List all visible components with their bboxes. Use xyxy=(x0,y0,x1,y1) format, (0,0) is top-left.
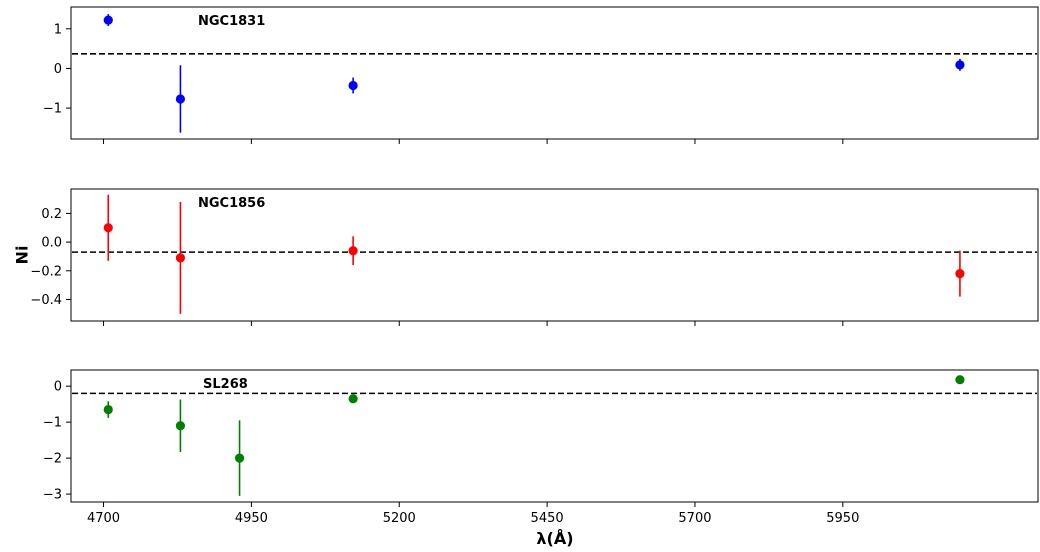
data-point xyxy=(348,246,358,256)
y-tick-label: −0.2 xyxy=(30,264,62,279)
panel-label: NGC1856 xyxy=(198,196,265,211)
x-tick-label: 5200 xyxy=(383,511,416,526)
data-point xyxy=(955,60,965,70)
x-tick-label: 5950 xyxy=(826,511,859,526)
data-point xyxy=(175,94,186,104)
x-tick-label: 5700 xyxy=(678,511,711,526)
y-tick-label: −1 xyxy=(43,102,62,117)
data-point xyxy=(234,453,245,463)
panels: 1 0 −1 NGC1831 0.2 0.0 −0.2 −0.4 NGC1856 4700 4950… xyxy=(30,6,1039,526)
data-point xyxy=(175,421,186,431)
panel-label: SL268 xyxy=(203,377,248,392)
y-tick-label: 1 xyxy=(54,22,62,37)
panel-ngc1831: 1 0 −1 NGC1831 xyxy=(43,6,1039,144)
data-point xyxy=(175,253,186,263)
y-tick-label: −3 xyxy=(43,488,62,503)
data-point xyxy=(955,375,965,385)
x-tick-label: 5450 xyxy=(531,511,564,526)
data-point xyxy=(103,15,113,25)
panel-sl268: 4700 4950 5200 5450 5700 5950 0 −1 −2 −3 SL268 xyxy=(43,369,1039,526)
y-axis-label: Ni xyxy=(13,246,32,265)
x-tick-label: 4950 xyxy=(235,511,268,526)
panel-ngc1856: 0.2 0.0 −0.2 −0.4 NGC1856 xyxy=(30,188,1039,326)
y-tick-label: 0.2 xyxy=(41,207,62,222)
y-tick-label: −2 xyxy=(43,452,62,467)
y-tick-label: −1 xyxy=(43,416,62,431)
y-tick-label: 0 xyxy=(54,380,62,395)
y-tick-label: 0.0 xyxy=(41,236,62,251)
data-point xyxy=(348,80,358,91)
data-point xyxy=(103,223,113,233)
plot-frame xyxy=(70,369,1039,503)
panel-label: NGC1831 xyxy=(198,14,265,29)
y-tick-label: −0.4 xyxy=(30,293,62,308)
x-axis-label: λ(Å) xyxy=(536,529,573,548)
data-point xyxy=(103,404,113,415)
data-point xyxy=(955,269,965,279)
data-point xyxy=(348,394,358,404)
y-tick-label: 0 xyxy=(54,62,62,77)
x-tick-label: 4700 xyxy=(87,511,120,526)
plot-frame xyxy=(70,6,1039,140)
plot-frame xyxy=(70,188,1039,322)
